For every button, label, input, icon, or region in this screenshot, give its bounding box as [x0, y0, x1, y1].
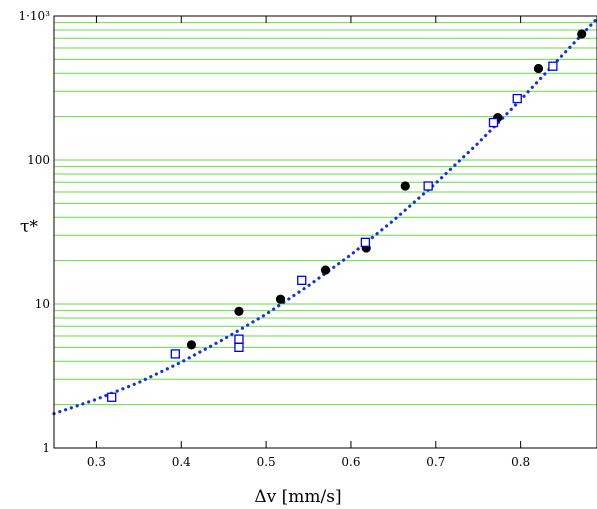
x-tick-label: 0.8 [511, 455, 530, 469]
data-point-square [107, 392, 117, 402]
fit-curve [52, 17, 597, 416]
data-point-square [234, 334, 244, 344]
x-tick-label: 0.5 [257, 455, 276, 469]
y-tick-label: 1·10³ [18, 9, 50, 23]
data-point-square [234, 342, 244, 352]
data-point-circle [234, 306, 244, 316]
y-axis-label: τ* [20, 217, 38, 237]
data-point-square [423, 181, 433, 191]
data-point-square [548, 61, 558, 71]
data-point-square [360, 237, 371, 247]
x-tick-label: 0.6 [341, 455, 360, 469]
axis-ticks: 0.3 0.4 0.5 0.6 0.7 0.8 1 10 100 1·10³ [18, 9, 530, 469]
data-point-circle [275, 294, 286, 304]
data-points [107, 29, 587, 402]
fit-line-layer [52, 17, 597, 416]
x-tick-label: 0.3 [87, 455, 106, 469]
plot-frame [53, 15, 597, 449]
grid-lines [54, 22, 597, 406]
data-point-circle [577, 29, 587, 39]
y-tick-label: 10 [35, 297, 50, 311]
data-point-circle [533, 63, 544, 74]
y-tick-label: 1 [42, 441, 50, 455]
x-tick-label: 0.4 [172, 455, 191, 469]
data-point-square [170, 349, 180, 359]
x-tick-label: 0.7 [426, 455, 445, 469]
data-point-circle [186, 340, 197, 350]
data-point-square [512, 93, 522, 104]
y-tick-label: 100 [27, 153, 50, 167]
x-axis-label: Δv [mm/s] [254, 487, 341, 507]
data-point-circle [400, 181, 410, 191]
data-point-circle [320, 265, 331, 275]
data-point-square [297, 275, 307, 285]
data-point-square [488, 117, 499, 128]
